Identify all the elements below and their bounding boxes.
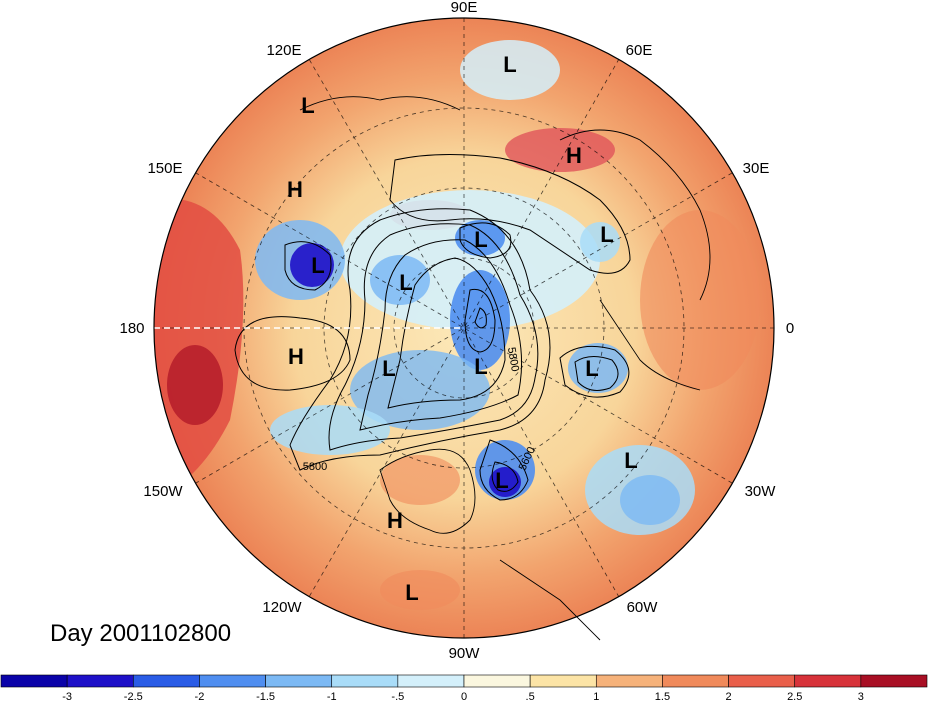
low-marker: L <box>405 580 418 605</box>
low-marker: L <box>474 354 487 379</box>
colorbar-tick-label: 2.5 <box>787 691 802 702</box>
longitude-labels: 90E 60E 30E 0 30W 60W 90W 120W 150W 180 … <box>119 0 794 660</box>
low-marker: L <box>311 253 324 278</box>
high-marker: H <box>387 508 403 533</box>
low-marker: L <box>495 468 508 493</box>
low-marker: L <box>600 222 613 247</box>
colorbar-tick-label: -1.5 <box>256 691 275 702</box>
colorbar-swatch <box>199 674 266 688</box>
low-marker: L <box>399 270 412 295</box>
low-marker: L <box>624 448 637 473</box>
low-marker: L <box>301 93 314 118</box>
colorbar-swatch <box>0 674 68 688</box>
lon-label: 150E <box>147 160 182 177</box>
contour-label: 5800 <box>505 346 521 372</box>
colorbar-swatch <box>529 674 597 688</box>
lon-label: 30W <box>745 483 777 500</box>
colorbar-swatch <box>132 674 200 688</box>
map-boundary <box>153 17 775 639</box>
lon-label: 60W <box>627 599 659 616</box>
colorbar-swatch <box>728 674 796 688</box>
contour-label: 5800 <box>303 461 327 473</box>
low-marker: L <box>382 356 395 381</box>
polar-stereographic-map: 90E 60E 30E 0 30W 60W 90W 120W 150W 180 … <box>119 0 794 660</box>
lon-label: 150W <box>143 483 183 500</box>
low-marker: L <box>503 52 516 77</box>
height-contours <box>234 153 631 501</box>
colorbar-tick-label: -.5 <box>391 691 404 702</box>
colorbar-swatches <box>0 674 928 688</box>
colorbar-tick-label: 2 <box>726 691 732 702</box>
contour-labels: 5800 5600 5800 <box>303 346 538 473</box>
high-marker: H <box>288 344 304 369</box>
colorbar-swatch <box>66 674 134 688</box>
lon-label: 90W <box>449 645 481 660</box>
lon-label: 60E <box>626 42 653 59</box>
lon-label: 180 <box>119 320 144 337</box>
colorbar-tick-label: -2 <box>195 691 205 702</box>
colorbar-swatch <box>397 674 465 688</box>
colorbar-swatch <box>265 674 333 688</box>
pressure-centers: L L H H L L L L L L L L H H L L <box>287 52 638 605</box>
lon-label: 120E <box>266 42 301 59</box>
colorbar-tick-label: 1.5 <box>655 691 670 702</box>
colorbar-tick-label: 1 <box>593 691 599 702</box>
colorbar-tick-label: -2.5 <box>124 691 143 702</box>
colorbar-swatch <box>860 674 928 688</box>
colorbar-tick-label: 0 <box>461 691 467 702</box>
colorbar-tick-label: -3 <box>62 691 72 702</box>
lon-label: 90E <box>451 0 478 16</box>
high-marker: H <box>566 143 582 168</box>
high-marker: H <box>287 177 303 202</box>
low-marker: L <box>474 227 487 252</box>
lon-label: 30E <box>743 160 770 177</box>
colorbar-tick-label: 3 <box>858 691 864 702</box>
colorbar: -3 -2.5 -2 -1.5 -1 -.5 0 .5 1 1.5 2 2.5 3 <box>0 674 928 702</box>
colorbar-tick-label: -1 <box>327 691 337 702</box>
colorbar-swatch <box>662 674 729 688</box>
date-title: Day 2001102800 <box>50 620 232 647</box>
colorbar-swatch <box>595 674 663 688</box>
colorbar-ticks: -3 -2.5 -2 -1.5 -1 -.5 0 .5 1 1.5 2 2.5 3 <box>62 691 864 702</box>
lon-label: 120W <box>262 599 302 616</box>
colorbar-swatch <box>331 674 399 688</box>
colorbar-swatch <box>794 674 862 688</box>
colorbar-swatch <box>463 674 531 688</box>
coastlines <box>299 96 711 641</box>
colorbar-tick-label: .5 <box>526 691 535 702</box>
low-marker: L <box>585 356 598 381</box>
lon-label: 0 <box>786 320 794 337</box>
anomaly-field <box>154 18 774 638</box>
